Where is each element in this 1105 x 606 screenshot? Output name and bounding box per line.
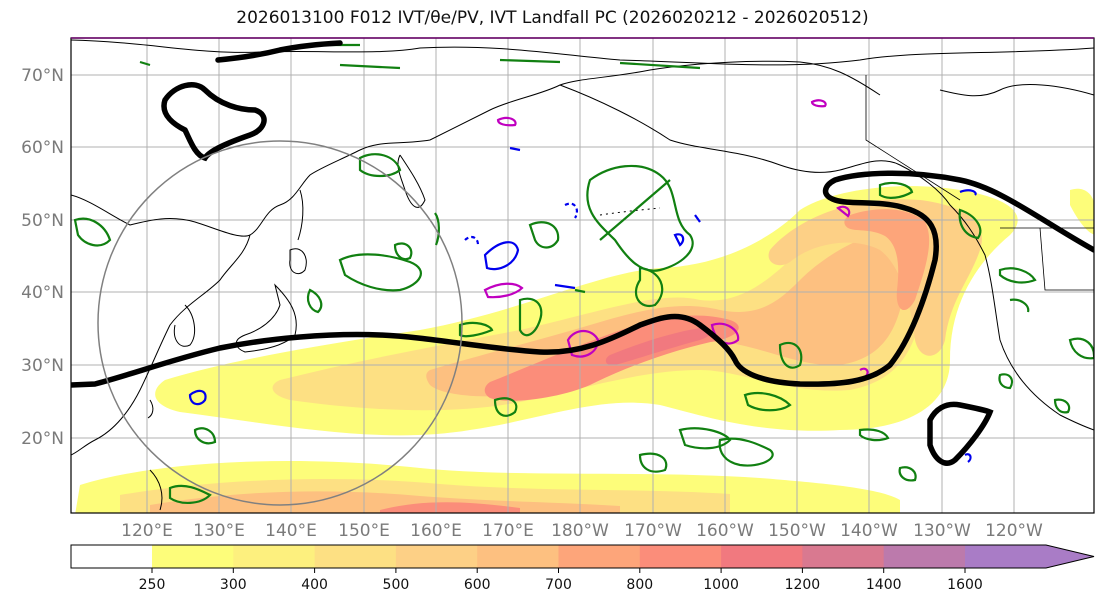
colorbar-segment-2 <box>233 545 316 568</box>
pv-blue-contours <box>188 146 977 463</box>
colorbar-tick-label: 600 <box>464 577 491 593</box>
thick-black-contours <box>71 40 1094 466</box>
colorbar-segment-8 <box>721 545 803 568</box>
lon-label-120e: 120°E <box>121 521 173 541</box>
colorbar-tick-label: 1600 <box>947 577 983 593</box>
colorbar-tick-label: 1200 <box>785 577 821 593</box>
colorbar-segment-9 <box>802 545 885 568</box>
map-content <box>71 38 1094 513</box>
colorbar-segment-4 <box>395 545 478 568</box>
colorbar-segment-3 <box>314 545 397 568</box>
colorbar-segment-5 <box>477 545 559 568</box>
colorbar-tick-label: 1400 <box>866 577 902 593</box>
colorbar-tick-label: 700 <box>545 577 572 593</box>
reference-circle <box>97 140 463 506</box>
colorbar-tick-label: 1000 <box>703 577 739 593</box>
colorbar-segment-11 <box>965 545 1047 568</box>
lat-label-20n: 20°N <box>21 429 64 449</box>
latitude-labels: 70°N 60°N 50°N 40°N 30°N 20°N <box>21 66 64 449</box>
colorbar-extend-arrow <box>1046 545 1094 568</box>
longitude-labels: 120°E 130°E 140°E 150°E 160°E 170°E 180°… <box>121 521 1043 541</box>
lon-label-180w: 180°W <box>551 521 609 541</box>
grid-lines <box>71 38 1094 513</box>
colorbar-segment-10 <box>883 545 966 568</box>
lon-label-140w: 140°W <box>840 521 898 541</box>
lon-label-160w: 160°W <box>696 521 754 541</box>
lon-label-170e: 170°E <box>482 521 534 541</box>
lat-label-50n: 50°N <box>21 211 64 231</box>
lon-label-150e: 150°E <box>338 521 390 541</box>
lon-label-130w: 130°W <box>913 521 971 541</box>
map-title: 2026013100 F012 IVT/θe/PV, IVT Landfall … <box>236 8 869 28</box>
colorbar-tick-label: 300 <box>220 577 247 593</box>
colorbar-segment-0 <box>71 545 152 568</box>
lon-label-160e: 160°E <box>410 521 462 541</box>
lat-label-60n: 60°N <box>21 138 64 158</box>
colorbar-outline <box>70 544 1095 569</box>
lon-label-120w: 120°W <box>985 521 1043 541</box>
colorbar-segment-7 <box>639 545 722 568</box>
colorbar-tick-label: 800 <box>626 577 653 593</box>
colorbar-tick-label: 250 <box>139 577 166 593</box>
colorbar: 250 300 400 500 600 700 800 1000 1200 1400 1600 <box>70 544 1095 593</box>
colorbar-tick-label: 500 <box>383 577 410 593</box>
lat-label-40n: 40°N <box>21 283 64 303</box>
lon-label-150w: 150°W <box>768 521 826 541</box>
ivt-shading <box>75 186 1094 513</box>
colorbar-segment-6 <box>558 545 641 568</box>
coastlines <box>71 39 1094 511</box>
theta-e-contours <box>73 43 1094 504</box>
lat-label-30n: 30°N <box>21 356 64 376</box>
colorbar-tick-label: 400 <box>301 577 328 593</box>
colorbar-segment-1 <box>152 545 234 568</box>
lon-label-130e: 130°E <box>193 521 245 541</box>
lon-label-170w: 170°W <box>624 521 682 541</box>
lat-label-70n: 70°N <box>21 66 64 86</box>
lon-label-140e: 140°E <box>265 521 317 541</box>
